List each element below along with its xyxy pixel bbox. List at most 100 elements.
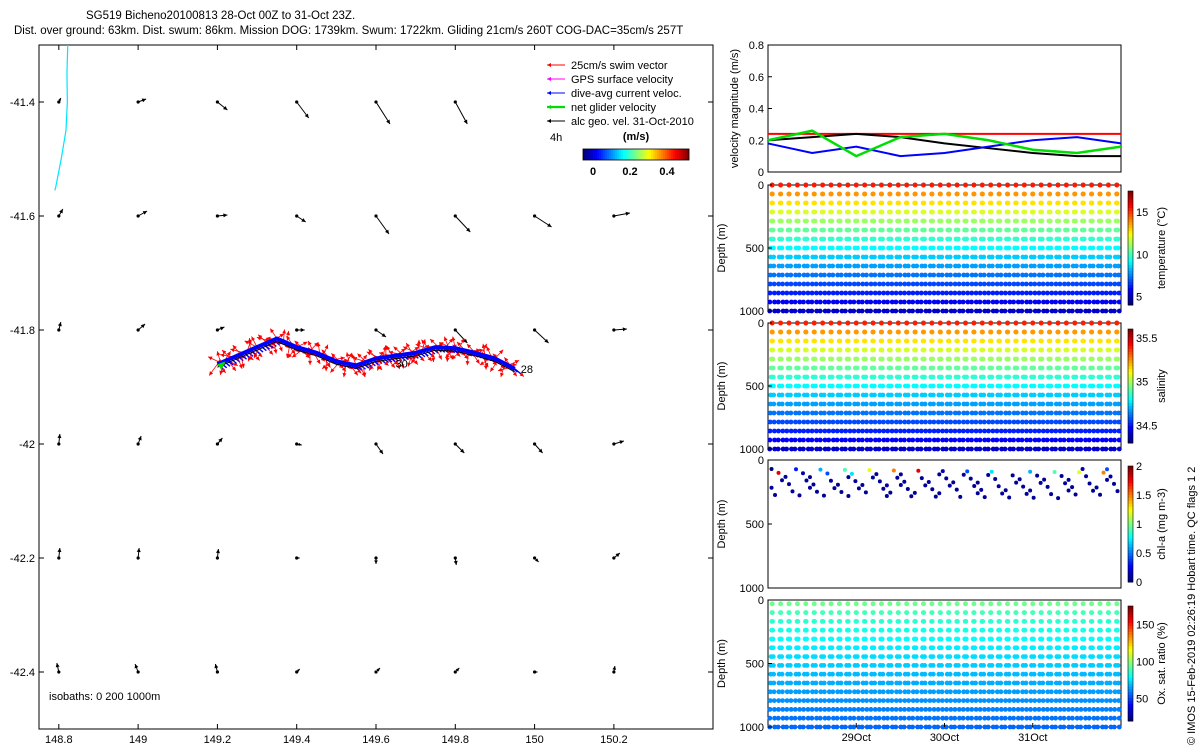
profile-point xyxy=(834,446,840,452)
profile-point xyxy=(1114,320,1120,326)
profile-point xyxy=(1115,374,1121,380)
profile-point xyxy=(877,401,883,407)
profile-point xyxy=(979,619,985,624)
profile-point xyxy=(827,636,833,642)
profile-point xyxy=(994,689,1000,695)
profile-point xyxy=(826,437,832,443)
profile-point xyxy=(982,308,988,314)
profile-point xyxy=(1099,254,1104,260)
profile-point xyxy=(843,272,849,278)
profile-point xyxy=(1079,227,1085,233)
profile-point xyxy=(1030,601,1036,607)
profile-point xyxy=(1029,245,1034,251)
profile-point xyxy=(777,645,783,651)
chl-point xyxy=(958,494,963,499)
profile-point xyxy=(871,627,876,633)
profile-colorbar-cell xyxy=(1128,646,1133,650)
profile-point xyxy=(1070,263,1076,269)
profile-colorbar-cell xyxy=(1128,608,1133,613)
profile-point xyxy=(980,627,986,633)
profile-point xyxy=(961,671,967,677)
chl-point xyxy=(1077,470,1082,475)
profile-point xyxy=(894,272,899,278)
profile-point xyxy=(839,698,844,704)
profile-point xyxy=(885,715,890,721)
profile-point xyxy=(778,627,784,633)
profile-point xyxy=(961,392,967,398)
profile-point xyxy=(985,437,991,443)
profile-point xyxy=(897,401,903,407)
profile-point xyxy=(1063,627,1069,633)
profile-point xyxy=(906,299,912,305)
profile-point xyxy=(768,671,774,677)
profile-point xyxy=(1021,610,1027,616)
profile-point xyxy=(1013,200,1019,206)
profile-point xyxy=(855,383,860,389)
profile-point xyxy=(812,654,818,660)
profile-point xyxy=(996,200,1002,206)
profile-point xyxy=(852,236,858,242)
profile-point xyxy=(1030,627,1036,633)
profile-point xyxy=(911,254,917,260)
profile-point xyxy=(1095,299,1101,305)
profile-point xyxy=(994,308,1000,314)
profile-point xyxy=(862,601,868,607)
profile-point xyxy=(802,383,807,389)
profile-point xyxy=(1079,680,1084,686)
profile-point xyxy=(914,419,920,425)
profile-point xyxy=(864,437,870,443)
profile-point xyxy=(1080,209,1086,215)
geo-vector-head xyxy=(214,664,219,669)
profile-frame-oxygen xyxy=(767,599,1122,728)
profile-colorbar-cell xyxy=(1128,629,1133,633)
profile-point xyxy=(776,663,782,668)
profile-point xyxy=(1057,281,1063,287)
profile-point xyxy=(956,401,962,407)
profile-point xyxy=(785,636,791,642)
profile-point xyxy=(837,209,843,215)
profile-point xyxy=(897,245,902,251)
profile-point xyxy=(861,374,866,380)
profile-point xyxy=(1003,281,1008,287)
profile-point xyxy=(1113,236,1119,242)
profile-point xyxy=(979,182,985,188)
profile-point xyxy=(851,715,857,721)
profile-point xyxy=(1083,299,1088,305)
profile-point xyxy=(981,419,987,425)
profile-point xyxy=(851,299,857,305)
profile-point xyxy=(947,218,952,224)
profile-point xyxy=(1116,263,1121,269)
profile-point xyxy=(836,645,841,651)
profile-point xyxy=(897,263,903,269)
profile-point xyxy=(1024,446,1030,452)
profile-point xyxy=(877,419,882,425)
profile-point xyxy=(1054,645,1060,651)
profile-point xyxy=(981,272,987,278)
profile-point xyxy=(1004,338,1010,344)
swim-vector-head xyxy=(451,355,456,360)
profile-point xyxy=(927,419,933,425)
profile-point xyxy=(879,610,885,616)
profile-point xyxy=(948,707,954,712)
profile-point xyxy=(771,428,777,434)
profile-colorbar-tick: 100 xyxy=(1136,657,1154,669)
profile-point xyxy=(1114,338,1119,344)
profile-point xyxy=(1087,428,1092,434)
chl-point xyxy=(1049,492,1054,497)
profile-point xyxy=(988,191,993,197)
profile-point xyxy=(897,419,903,425)
profile-point xyxy=(1057,401,1062,407)
profile-point xyxy=(836,329,842,335)
profile-point xyxy=(956,419,962,425)
profile-point xyxy=(945,383,950,389)
colorbar-cell xyxy=(617,149,620,160)
profile-point xyxy=(1013,619,1018,624)
profile-point xyxy=(786,610,792,616)
profile-point xyxy=(903,383,908,389)
swim-vector-head xyxy=(390,363,395,368)
profile-colorbar-cell xyxy=(1128,282,1133,286)
profile-point xyxy=(1099,299,1105,305)
profile-point xyxy=(1081,218,1087,224)
profile-point xyxy=(937,182,943,188)
profile-point xyxy=(1057,419,1063,425)
